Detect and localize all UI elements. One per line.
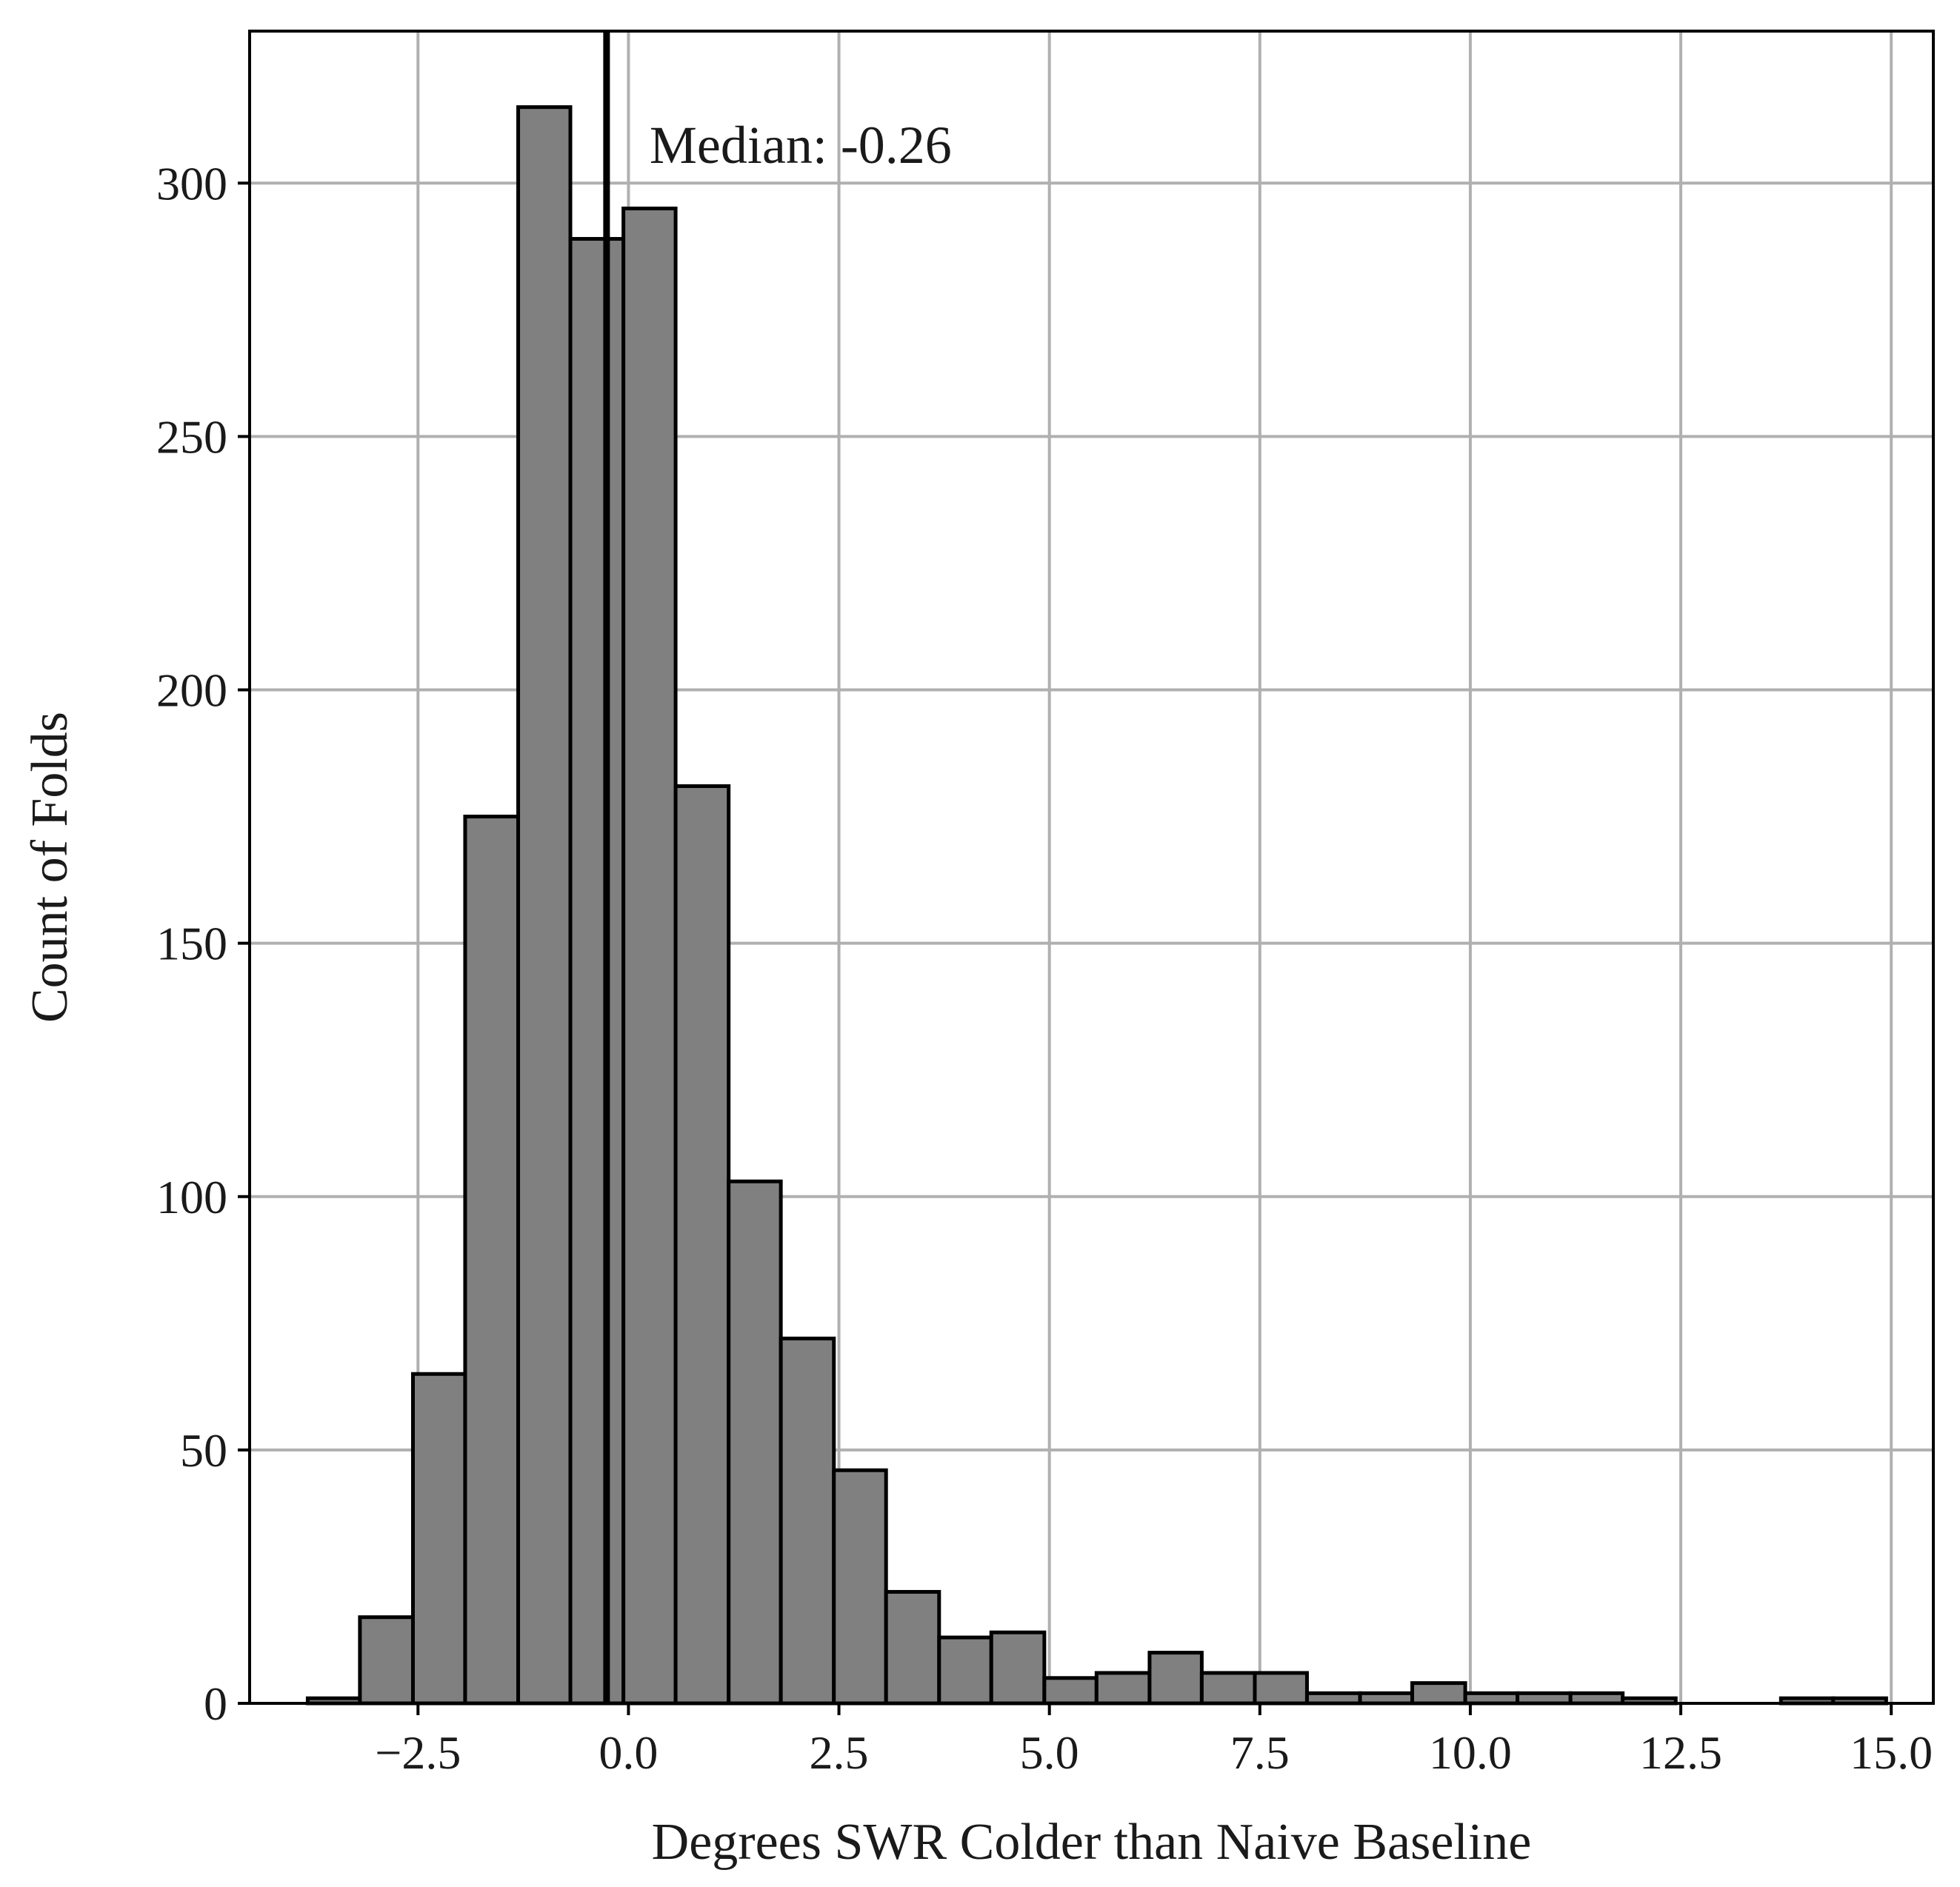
histogram-bar [1304,1691,1362,1706]
histogram-bar [1253,1671,1309,1706]
histogram-bar [568,237,626,1706]
y-tick-label: 300 [156,157,227,210]
histogram-bars [305,105,1888,1706]
histogram-bar [1568,1691,1625,1706]
y-tick-label: 50 [180,1424,227,1477]
histogram-bar [937,1635,993,1706]
histogram-bar [727,1179,783,1706]
median-marker: Median: -0.26 [603,31,952,1703]
y-tick-label: 250 [156,410,227,463]
y-axis-ticks: 0 50 100 150 200 250 300 [156,157,250,1730]
y-tick-label: 150 [156,918,227,970]
histogram-bar [884,1589,941,1706]
x-tick-label: 7.5 [1230,1726,1290,1779]
y-tick-label: 100 [156,1171,227,1223]
histogram-bar [779,1336,836,1706]
plot-frame [248,30,1935,1705]
histogram-bar [673,784,731,1706]
x-tick-label: 2.5 [810,1726,869,1779]
x-tick-label: 15.0 [1850,1726,1933,1779]
x-tick-label: 0.0 [599,1726,658,1779]
x-axis-ticks: −2.5 0.0 2.5 5.0 7.5 10.0 12.5 15.0 [375,1703,1933,1779]
x-tick-label: 10.0 [1429,1726,1512,1779]
histogram-bar [1147,1651,1204,1706]
histogram-bar [410,1372,467,1706]
histogram-bar [1094,1671,1152,1706]
histogram-bar [621,206,678,1706]
x-tick-label: 5.0 [1020,1726,1079,1779]
histogram-bar [1410,1681,1467,1706]
x-axis-label: Degrees SWR Colder than Naive Baseline [652,1814,1532,1871]
histogram-bar [463,815,521,1706]
x-tick-label: 12.5 [1639,1726,1722,1779]
x-tick-label: −2.5 [375,1726,461,1779]
histogram-bar [832,1468,888,1706]
y-axis-label: Count of Folds [21,712,79,1023]
histogram-bar [358,1615,415,1706]
median-annotation: Median: -0.26 [650,116,952,175]
y-tick-label: 0 [204,1677,227,1730]
histogram-bar [989,1630,1047,1706]
histogram-bar [1463,1691,1520,1706]
y-tick-label: 200 [156,664,227,717]
histogram-bar [1199,1671,1257,1706]
histogram-bar [1358,1691,1415,1706]
histogram-bar [1516,1691,1573,1706]
histogram-bar [516,105,573,1706]
histogram-bar [1042,1676,1099,1706]
